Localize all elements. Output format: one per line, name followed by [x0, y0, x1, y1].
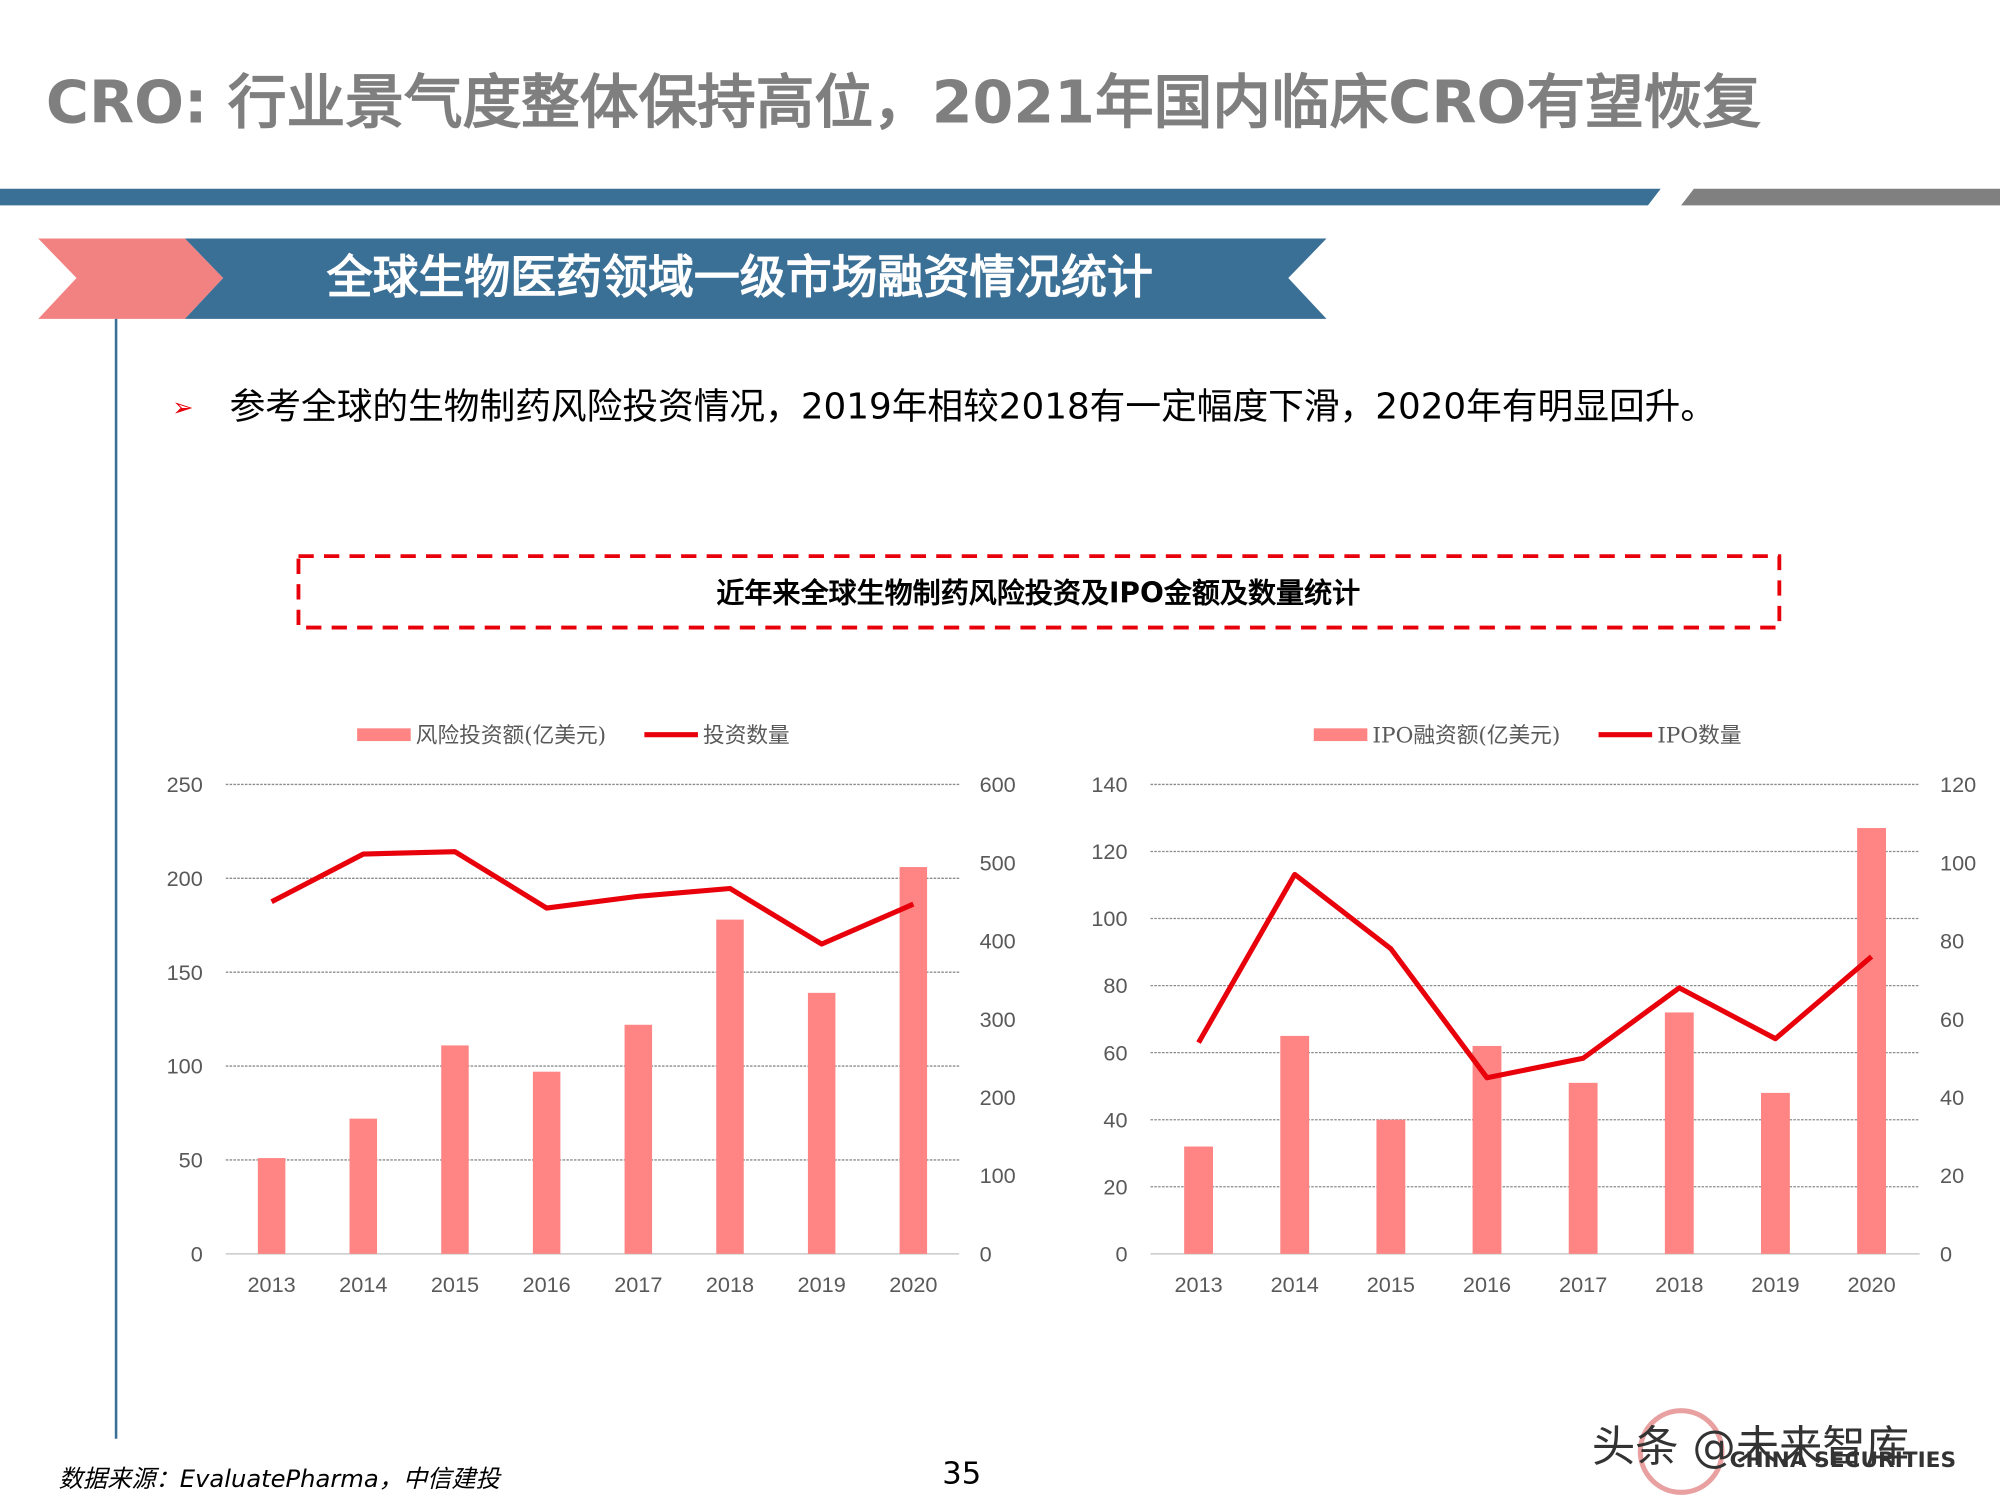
watermark: 头条 @未来智库 — [1592, 1423, 1909, 1473]
line-series — [1196, 871, 1874, 1081]
y2-tick-label: 0 — [980, 1241, 992, 1266]
bar — [1472, 1045, 1502, 1254]
section-title: 全球生物医药领域一级市场融资情况统计 — [326, 250, 1153, 304]
y2-tick-label: 200 — [980, 1085, 1016, 1110]
legend-label: 风险投资额(亿美元) — [416, 723, 606, 748]
x-tick-label: 2016 — [523, 1272, 571, 1297]
y2-tick-label: 60 — [1940, 1007, 1964, 1032]
x-tick-label: 2014 — [339, 1272, 387, 1297]
bar — [441, 1045, 469, 1254]
banner — [184, 238, 1327, 319]
bar — [1568, 1082, 1598, 1254]
y-tick-label: 0 — [1115, 1241, 1127, 1266]
title-band-gray — [1681, 188, 2000, 206]
banner-arrow — [38, 238, 224, 319]
bar — [624, 1024, 653, 1254]
x-tick-label: 2013 — [1174, 1272, 1222, 1297]
y2-tick-label: 80 — [1940, 929, 1964, 954]
y2-tick-label: 100 — [980, 1163, 1016, 1188]
y-tick-label: 0 — [191, 1241, 203, 1266]
x-tick-label: 2017 — [1559, 1272, 1607, 1297]
bar — [1857, 828, 1886, 1254]
bullet-text: 参考全球的生物制药风险投资情况，2019年相较2018有一定幅度下滑，2020年… — [230, 386, 1717, 427]
y-tick-label: 120 — [1091, 839, 1127, 864]
bar — [899, 867, 928, 1254]
x-tick-label: 2015 — [431, 1272, 479, 1297]
y2-tick-label: 300 — [980, 1007, 1016, 1032]
x-tick-label: 2020 — [1847, 1272, 1895, 1297]
y-tick-label: 50 — [179, 1148, 203, 1173]
y2-tick-label: 600 — [980, 772, 1016, 797]
y2-tick-label: 0 — [1940, 1241, 1952, 1266]
bullet-marker: ➢ — [172, 393, 193, 423]
bar — [1664, 1012, 1694, 1254]
legend-label: IPO数量 — [1657, 723, 1741, 748]
y-tick-label: 20 — [1103, 1174, 1127, 1199]
y2-tick-label: 20 — [1940, 1163, 1964, 1188]
x-tick-label: 2018 — [1655, 1272, 1703, 1297]
bar — [532, 1071, 561, 1254]
x-tick-label: 2020 — [889, 1272, 937, 1297]
y-tick-label: 100 — [1091, 906, 1127, 931]
y2-tick-label: 100 — [1940, 850, 1976, 875]
logo-text: CHINA SECURITIES — [1730, 1448, 1957, 1473]
chart-group-frame — [296, 554, 1782, 630]
y2-tick-label: 120 — [1940, 772, 1976, 797]
y-tick-label: 140 — [1091, 772, 1127, 797]
legend-swatch — [357, 728, 411, 742]
page-number: 35 — [942, 1456, 981, 1491]
x-tick-label: 2019 — [1751, 1272, 1799, 1297]
x-tick-label: 2014 — [1271, 1272, 1319, 1297]
y2-tick-label: 40 — [1940, 1085, 1964, 1110]
y-tick-label: 100 — [167, 1054, 203, 1079]
y-tick-label: 150 — [167, 960, 203, 985]
legend-label: IPO融资额(亿美元) — [1372, 723, 1560, 748]
slide-title: CRO: 行业景气度整体保持高位，2021年国内临床CRO有望恢复 — [46, 68, 1761, 136]
bar — [1761, 1092, 1790, 1254]
bar — [257, 1158, 286, 1254]
legend-swatch — [1313, 728, 1368, 742]
bar — [349, 1118, 378, 1254]
bar — [1376, 1119, 1406, 1254]
bar — [807, 992, 836, 1254]
bar — [1280, 1035, 1310, 1254]
y-tick-label: 80 — [1103, 973, 1127, 998]
title-band — [0, 188, 1661, 206]
y-tick-label: 250 — [167, 772, 203, 797]
x-tick-label: 2019 — [798, 1272, 846, 1297]
x-tick-label: 2013 — [247, 1272, 295, 1297]
line-series — [270, 849, 915, 947]
logo-mark — [1637, 1408, 1725, 1495]
bar — [716, 919, 744, 1254]
y-tick-label: 200 — [167, 866, 203, 891]
y-tick-label: 60 — [1103, 1040, 1127, 1065]
x-tick-label: 2018 — [706, 1272, 754, 1297]
chart-group-title: 近年来全球生物制药风险投资及IPO金额及数量统计 — [716, 576, 1360, 609]
x-tick-label: 2015 — [1367, 1272, 1415, 1297]
legend-label: 投资数量 — [703, 723, 790, 748]
y2-tick-label: 400 — [980, 929, 1016, 954]
source-note: 数据来源：EvaluatePharma，中信建投 — [59, 1465, 502, 1493]
x-tick-label: 2017 — [614, 1272, 662, 1297]
x-tick-label: 2016 — [1463, 1272, 1511, 1297]
y-tick-label: 40 — [1103, 1107, 1127, 1132]
y2-tick-label: 500 — [980, 850, 1016, 875]
bar — [1184, 1146, 1214, 1254]
